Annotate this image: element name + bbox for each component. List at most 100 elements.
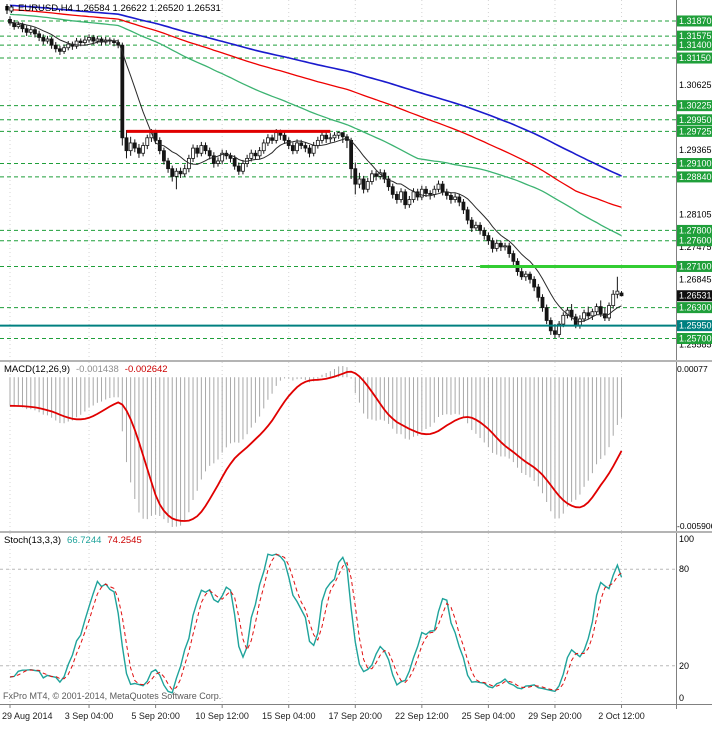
price-chart-canvas[interactable]: 1.30625 1.29365 1.28105 1.27475 1.26845 1.255… xyxy=(0,0,712,360)
candle-body xyxy=(370,173,374,182)
candle-body xyxy=(503,245,507,248)
candle-body xyxy=(615,290,620,295)
level-price-label-text: 1.31400 xyxy=(679,40,712,50)
level-price-label-text: 1.27800 xyxy=(679,225,712,235)
level-price-label-text: 1.30225 xyxy=(679,101,712,111)
candle-body xyxy=(274,132,279,141)
candle-body xyxy=(112,40,116,43)
stoch-axis[interactable]: 100 80 20 0 xyxy=(676,533,695,704)
time-axis-panel: 29 Aug 2014 3 Sep 04:00 5 Sep 20:00 10 Sep … xyxy=(0,704,712,732)
candle-body xyxy=(523,273,528,278)
stoch-k-line xyxy=(9,553,623,694)
current-price-label xyxy=(677,290,712,302)
candle-body xyxy=(498,242,503,248)
candle-body xyxy=(216,160,220,164)
stoch-label: Stoch(13,3,3) 66.7244 74.2545 xyxy=(4,535,142,546)
level-price-label-text: 1.31575 xyxy=(679,31,712,41)
macd-value-main: -0.001438 xyxy=(76,364,119,375)
macd-axis-top: 0.00077 xyxy=(677,364,708,374)
candle-body xyxy=(37,33,42,38)
price-tick-label: 1.28105 xyxy=(679,210,712,220)
candle-body xyxy=(191,147,195,159)
candle-body xyxy=(315,139,320,146)
stoch-value-k: 66.7244 xyxy=(67,535,102,546)
candle-body xyxy=(590,311,595,317)
stochastic-canvas[interactable]: 100 80 20 0 xyxy=(0,533,712,704)
candle-body xyxy=(257,150,262,157)
candle-body xyxy=(586,312,591,317)
price-tick-label: 1.29365 xyxy=(679,145,712,155)
macd-histogram xyxy=(9,366,623,527)
level-price-label xyxy=(677,52,712,64)
candle-body xyxy=(432,188,437,195)
candle-body xyxy=(382,172,387,180)
candle-body xyxy=(357,178,362,185)
candle-body xyxy=(12,22,17,28)
candle-body xyxy=(174,170,179,177)
candle-body xyxy=(399,191,403,200)
candle-body xyxy=(270,137,274,141)
candle-body xyxy=(528,273,532,280)
candle-body xyxy=(241,163,245,172)
candle-body xyxy=(507,245,512,254)
candle-body xyxy=(74,40,79,47)
candle-body xyxy=(540,296,545,309)
level-price-label xyxy=(677,158,712,170)
candle-body xyxy=(290,145,295,152)
candle-body xyxy=(182,168,187,175)
candle-body xyxy=(295,142,299,152)
time-label: 22 Sep 12:00 xyxy=(395,711,449,721)
level-price-label-text: 1.31150 xyxy=(679,53,711,63)
stoch-d-line xyxy=(9,553,622,691)
price-axis[interactable]: 1.30625 1.29365 1.28105 1.27475 1.26845 1.255… xyxy=(676,0,712,360)
stoch-value-d: 74.2545 xyxy=(107,535,142,546)
candle-body xyxy=(62,47,66,52)
candle-body xyxy=(594,306,599,313)
candle-body xyxy=(569,309,574,318)
candle-body xyxy=(320,134,324,141)
candle-body xyxy=(478,224,482,231)
macd-axis-bottom: -0.005906 xyxy=(677,521,712,531)
macd-canvas[interactable]: 0.00077 -0.005906 xyxy=(0,362,712,531)
macd-axis[interactable]: 0.00077 -0.005906 xyxy=(676,362,712,531)
candle-body xyxy=(141,145,146,154)
level-price-label-text: 1.27100 xyxy=(679,261,712,271)
candle-body xyxy=(78,40,83,43)
panel-separator-stoch[interactable] xyxy=(0,531,712,533)
candle-body xyxy=(340,132,345,138)
panel-separator-macd[interactable] xyxy=(0,360,712,362)
stoch-axis-label: 0 xyxy=(679,693,684,703)
candle-body xyxy=(261,142,266,152)
price-tick-label: 1.30625 xyxy=(679,80,712,90)
candle-body xyxy=(41,37,46,42)
time-labels[interactable]: 29 Aug 2014 3 Sep 04:00 5 Sep 20:00 10 Sep … xyxy=(2,705,645,721)
candle-body xyxy=(494,242,499,249)
price-tick-label: 1.26845 xyxy=(679,275,712,285)
copyright-text: FxPro MT4, © 2001-2014, MetaQuotes Softw… xyxy=(3,691,222,701)
candle-body xyxy=(137,147,141,154)
candle-body xyxy=(20,24,25,30)
candle-body xyxy=(332,134,337,139)
candle-body xyxy=(99,38,104,43)
candle-body xyxy=(490,240,495,249)
candle-body xyxy=(482,230,487,236)
vertical-gridlines xyxy=(9,533,623,704)
candlestick-chart-icon xyxy=(5,3,14,14)
stoch-axis-label: 100 xyxy=(679,534,694,544)
candle-body xyxy=(461,201,466,211)
candle-body xyxy=(66,43,71,49)
candle-body xyxy=(220,152,225,162)
candle-body xyxy=(28,29,33,33)
candle-body xyxy=(374,173,378,177)
level-price-label xyxy=(677,224,712,236)
candle-body xyxy=(278,132,283,136)
macd-panel: 0.00077 -0.005906 MACD(12,26,9) -0.001438… xyxy=(0,362,712,531)
time-axis[interactable]: 29 Aug 2014 3 Sep 04:00 5 Sep 20:00 10 Sep … xyxy=(0,704,712,732)
candle-body xyxy=(532,278,537,288)
candle-body xyxy=(157,139,162,152)
level-price-label xyxy=(677,30,712,42)
stoch-levels xyxy=(0,568,676,667)
candle-body xyxy=(82,39,87,43)
candle-body xyxy=(195,147,200,154)
candle-body xyxy=(211,155,216,164)
